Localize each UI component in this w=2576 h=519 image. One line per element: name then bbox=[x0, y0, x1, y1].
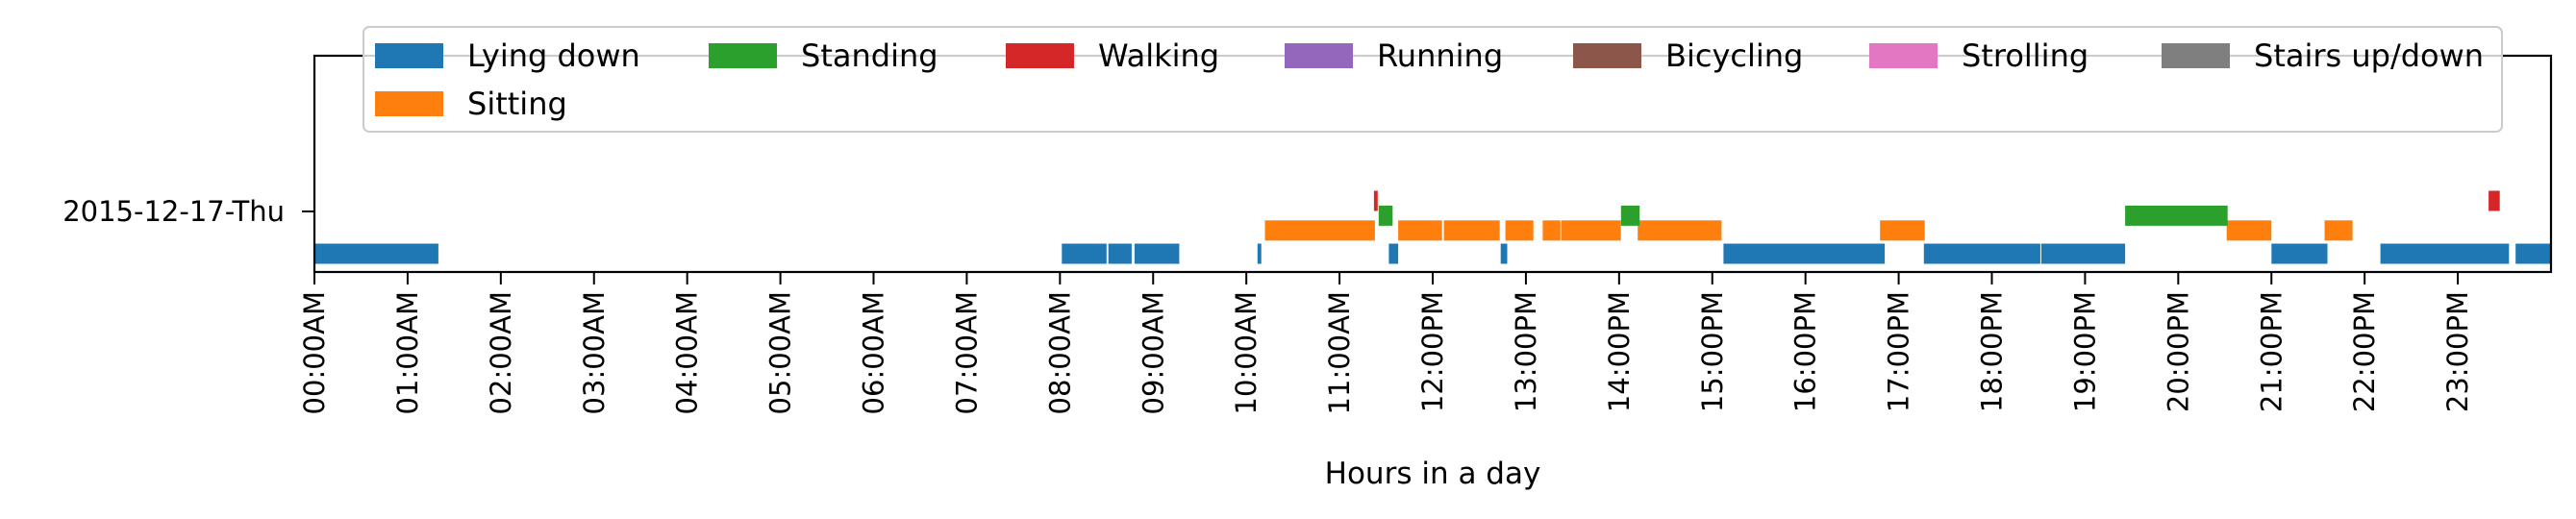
legend-label: Bicycling bbox=[1665, 37, 1803, 74]
activity-bar-sitting bbox=[2226, 220, 2272, 241]
legend-swatch-walking bbox=[1006, 43, 1074, 68]
legend: Lying down Sitting Standing Walking Running B… bbox=[363, 26, 2503, 133]
legend-swatch-bicycling bbox=[1573, 43, 1641, 68]
x-tick-label: 01:00AM bbox=[391, 291, 424, 414]
activity-bar-lying-down bbox=[2040, 243, 2126, 264]
x-tick-label: 04:00AM bbox=[671, 291, 704, 414]
legend-label: Walking bbox=[1098, 37, 1219, 74]
activity-bar-lying-down bbox=[314, 243, 438, 264]
x-tick-label: 21:00PM bbox=[2255, 291, 2288, 412]
x-tick-label: 07:00AM bbox=[950, 291, 983, 414]
activity-bar-sitting bbox=[1264, 220, 1375, 241]
y-axis: 2015-12-17-Thu bbox=[63, 195, 314, 228]
legend-label: Strolling bbox=[1962, 37, 2088, 74]
activity-bar-sitting bbox=[1638, 220, 1722, 241]
legend-swatch-stairs-up-down bbox=[2162, 43, 2230, 68]
activity-bar-lying-down bbox=[1062, 243, 1107, 264]
x-tick-label: 15:00PM bbox=[1696, 291, 1729, 412]
legend-label: Sitting bbox=[467, 86, 567, 122]
activity-bar-sitting bbox=[2324, 220, 2353, 241]
activity-bar-sitting bbox=[1542, 220, 1561, 241]
x-tick-label: 10:00AM bbox=[1230, 291, 1263, 414]
activity-bar-lying-down bbox=[2515, 243, 2551, 264]
legend-box bbox=[363, 26, 2503, 133]
x-tick-label: 16:00PM bbox=[1789, 291, 1822, 412]
x-tick-label: 14:00PM bbox=[1603, 291, 1636, 412]
activity-bar-sitting bbox=[1561, 220, 1621, 241]
activity-bar-lying-down bbox=[1134, 243, 1180, 264]
activity-bar-lying-down bbox=[1388, 243, 1399, 264]
x-tick-label: 06:00AM bbox=[858, 291, 890, 414]
activity-bar-sitting bbox=[1398, 220, 1442, 241]
activity-bar-lying-down bbox=[2380, 243, 2510, 264]
activity-bar-lying-down bbox=[1723, 243, 1886, 264]
x-tick-label: 13:00PM bbox=[1510, 291, 1542, 412]
x-tick-label: 02:00AM bbox=[485, 291, 517, 414]
activity-bar-standing bbox=[1378, 205, 1393, 226]
x-tick-label: 19:00PM bbox=[2068, 291, 2101, 412]
activity-bar-lying-down bbox=[1500, 243, 1508, 264]
x-tick-label: 03:00AM bbox=[578, 291, 611, 414]
legend-swatch-standing bbox=[709, 43, 777, 68]
activity-bar-sitting bbox=[1880, 220, 1925, 241]
legend-swatch-sitting bbox=[375, 91, 443, 116]
x-tick-label: 17:00PM bbox=[1883, 291, 1915, 412]
x-axis-label: Hours in a day bbox=[1325, 457, 1541, 491]
activity-bar-sitting bbox=[1505, 220, 1534, 241]
legend-label: Standing bbox=[801, 37, 938, 74]
activity-bar-lying-down bbox=[1257, 243, 1262, 264]
activity-bar-sitting bbox=[1443, 220, 1500, 241]
x-tick-label: 09:00AM bbox=[1137, 291, 1169, 414]
legend-swatch-strolling bbox=[1869, 43, 1938, 68]
activity-bar-walking bbox=[1373, 190, 1378, 211]
x-tick-label: 18:00PM bbox=[1976, 291, 2009, 412]
activity-bar-walking bbox=[2488, 190, 2500, 211]
activity-bar-lying-down bbox=[1108, 243, 1132, 264]
legend-swatch-running bbox=[1285, 43, 1353, 68]
legend-label: Running bbox=[1377, 37, 1503, 74]
x-tick-label: 12:00PM bbox=[1416, 291, 1449, 412]
x-axis: 00:00AM 01:00AM 02:00AM 03:00AM 04:00AM 05:00… bbox=[298, 272, 2474, 414]
activity-bar-lying-down bbox=[2271, 243, 2328, 264]
activity-bar-standing bbox=[2125, 205, 2228, 226]
y-tick-label: 2015-12-17-Thu bbox=[63, 195, 285, 228]
x-tick-label: 20:00PM bbox=[2162, 291, 2194, 412]
activity-bar-standing bbox=[1620, 205, 1640, 226]
legend-swatch-lying-down bbox=[375, 43, 443, 68]
x-tick-label: 05:00AM bbox=[764, 291, 797, 414]
activity-bars bbox=[314, 190, 2551, 264]
x-tick-label: 23:00PM bbox=[2441, 291, 2474, 412]
x-tick-label: 11:00AM bbox=[1323, 291, 1356, 414]
x-tick-label: 00:00AM bbox=[298, 291, 331, 414]
activity-bar-lying-down bbox=[1923, 243, 2040, 264]
legend-label: Lying down bbox=[467, 37, 640, 74]
x-tick-label: 08:00AM bbox=[1043, 291, 1076, 414]
legend-label: Stairs up/down bbox=[2254, 37, 2484, 74]
x-tick-label: 22:00PM bbox=[2348, 291, 2381, 412]
